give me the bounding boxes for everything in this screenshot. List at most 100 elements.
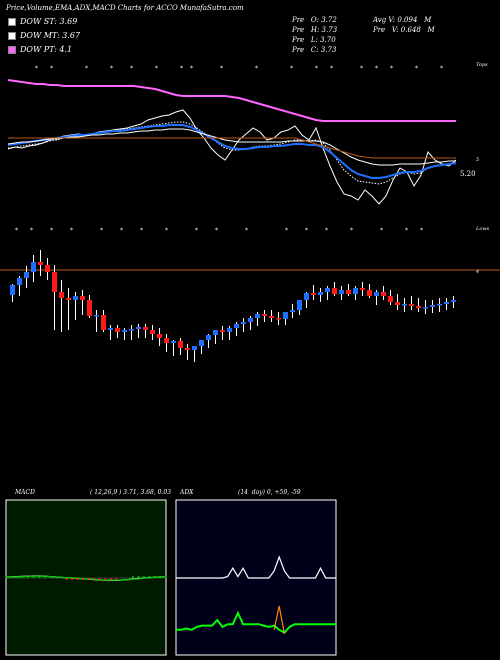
candle-body: [10, 285, 15, 295]
candle-body: [388, 296, 393, 302]
candle-body: [213, 330, 218, 335]
legend-dow-st: DOW ST: 3.69: [8, 17, 77, 26]
candle-body: [423, 307, 428, 309]
candle-body: [248, 318, 253, 322]
top-marker: *: [315, 65, 318, 72]
adx-series-line: [176, 555, 336, 579]
legend-label: DOW ST: 3.69: [20, 17, 78, 26]
candle-body: [283, 312, 288, 319]
candle-body: [108, 328, 113, 330]
candle-body: [297, 300, 302, 310]
candle-body: [129, 329, 134, 331]
candle-body: [269, 316, 274, 318]
top-marker: *: [440, 65, 443, 72]
ema-series-line: [7, 79, 456, 122]
legend-swatch-icon: [8, 17, 16, 26]
prev-volume: Pre V: 0.648 M: [373, 26, 435, 34]
candle-body: [318, 292, 323, 295]
candle-body: [234, 324, 239, 328]
legend-dow-mt: DOW MT: 3.67: [8, 31, 80, 40]
top-marker: *: [360, 65, 363, 72]
candle-body: [451, 300, 456, 302]
low-marker: *: [215, 227, 218, 234]
low-marker: *: [405, 227, 408, 234]
price-axis-label: 4: [475, 269, 479, 275]
candle-body: [367, 290, 372, 296]
ema-axis-label: 5: [476, 157, 479, 163]
candle-body: [52, 272, 57, 292]
low-marker: *: [350, 227, 353, 234]
adx-series-line: [273, 605, 285, 635]
prev-open: Pre O: 3.72: [292, 16, 337, 24]
candle-body: [45, 265, 50, 272]
candle-body: [241, 322, 246, 324]
candle-body: [101, 315, 106, 330]
top-marker: *: [130, 65, 133, 72]
candle-body: [444, 302, 449, 304]
candle-body: [199, 340, 204, 346]
top-marker: *: [110, 65, 113, 72]
low-marker: *: [30, 227, 33, 234]
low-marker: *: [285, 227, 288, 234]
low-marker: *: [140, 227, 143, 234]
low-marker: *: [305, 227, 308, 234]
low-marker: *: [15, 227, 18, 234]
price-axis-label: Lows: [475, 226, 490, 232]
candle-body: [276, 318, 281, 320]
legend-label: DOW PT: 4.1: [20, 45, 73, 54]
low-marker: *: [120, 227, 123, 234]
adx-params: (14 day) 0, +59, -59: [238, 489, 301, 496]
top-marker: *: [330, 65, 333, 72]
candle-body: [185, 348, 190, 350]
prev-low: Pre L: 3.70: [292, 36, 336, 44]
candle-body: [87, 300, 92, 316]
ema-series-line: [7, 121, 457, 185]
adx-series-line: [176, 610, 336, 634]
candle-body: [416, 306, 421, 308]
top-marker: *: [415, 65, 418, 72]
candle-body: [304, 293, 309, 300]
candle-body: [430, 305, 435, 307]
candle-body: [73, 296, 78, 300]
candle-body: [94, 315, 99, 317]
candle-body: [353, 288, 358, 294]
macd-series-line: [5, 575, 167, 581]
low-marker: *: [380, 227, 383, 234]
top-marker: *: [85, 65, 88, 72]
low-marker: *: [165, 227, 168, 234]
candle-body: [192, 346, 197, 350]
candle-body: [59, 292, 64, 298]
candle-body: [178, 341, 183, 348]
candle-body: [220, 330, 225, 332]
low-marker: *: [50, 227, 53, 234]
candle-body: [115, 328, 120, 332]
ema-axis-label: Tops: [476, 62, 488, 68]
top-marker: *: [290, 65, 293, 72]
candle-body: [332, 288, 337, 294]
prev-high: Pre H: 3.73: [292, 26, 338, 34]
candle-body: [171, 341, 176, 343]
macd-label: MACD: [15, 489, 35, 496]
candle-body: [290, 310, 295, 312]
candle-body: [346, 290, 351, 294]
ema-series-line: [7, 128, 456, 166]
candle-body: [360, 288, 365, 290]
top-marker: *: [180, 65, 183, 72]
candle-body: [17, 278, 22, 285]
ema-axis-label: 5.20: [460, 170, 476, 178]
candle-body: [374, 292, 379, 296]
top-marker: *: [220, 65, 223, 72]
candle-body: [325, 288, 330, 292]
candle-body: [339, 290, 344, 294]
candle-body: [262, 314, 267, 316]
macd-panel-frame: [5, 499, 167, 656]
prev-close: Pre C: 3.73: [292, 46, 337, 54]
candle-body: [122, 330, 127, 332]
ema-series-line: [7, 124, 457, 179]
top-marker: *: [255, 65, 258, 72]
top-marker: *: [375, 65, 378, 72]
legend-dow-pt: DOW PT: 4.1: [8, 45, 72, 54]
candle-body: [395, 302, 400, 305]
